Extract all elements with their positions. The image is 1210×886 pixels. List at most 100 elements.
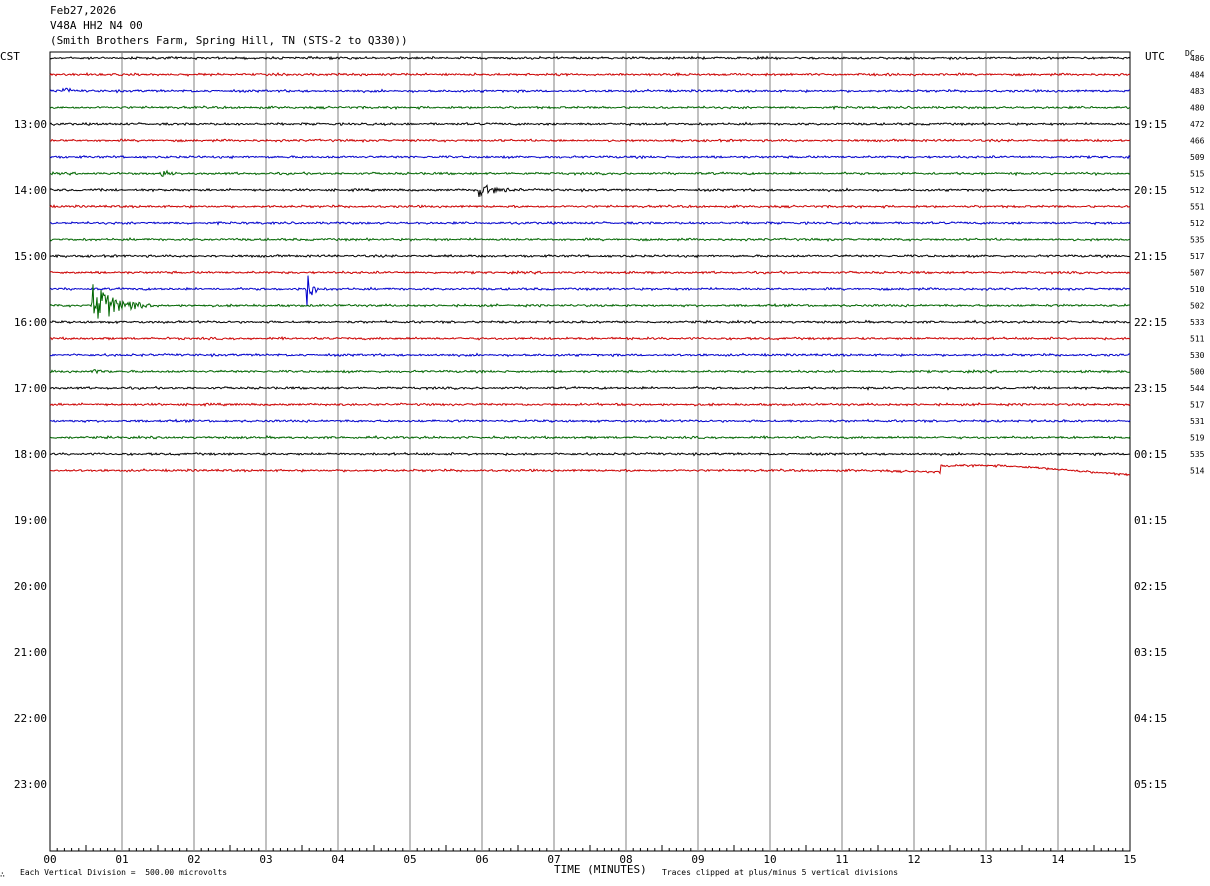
seismic-trace (49, 319, 1131, 325)
dc-offset-label: 466 (1190, 137, 1205, 146)
dc-offset-label: 535 (1190, 450, 1205, 459)
cst-hour-label: 21:00 (14, 646, 47, 659)
dc-offset-label: 507 (1190, 269, 1205, 278)
cst-hour-label: 18:00 (14, 448, 47, 461)
dc-offset-label: 512 (1190, 186, 1205, 195)
cst-hour-label: 13:00 (14, 118, 47, 131)
seismic-trace (49, 237, 1131, 242)
seismic-trace (49, 71, 1131, 77)
cst-axis-title: CST (0, 50, 20, 63)
seismic-trace (49, 55, 1131, 61)
cst-hour-label: 15:00 (14, 250, 47, 263)
cst-hour-label: 16:00 (14, 316, 47, 329)
dc-offset-label: 515 (1190, 170, 1205, 179)
seismic-trace (49, 352, 1131, 358)
x-tick-label: 07 (547, 853, 560, 866)
seismic-trace (49, 463, 1131, 477)
seismic-trace (49, 275, 1131, 307)
utc-hour-label: 02:15 (1134, 580, 1167, 593)
cst-hour-label: 22:00 (14, 712, 47, 725)
x-tick-label: 05 (403, 853, 416, 866)
x-tick-label: 13 (979, 853, 992, 866)
seismic-trace (49, 87, 1131, 94)
utc-hour-label: 22:15 (1134, 316, 1167, 329)
seismic-trace (49, 418, 1131, 424)
scale-note: Each Vertical Division = 500.00 microvol… (20, 868, 228, 877)
utc-hour-label: 23:15 (1134, 382, 1167, 395)
dc-offset-label: 551 (1190, 203, 1205, 212)
cst-hour-label: 23:00 (14, 778, 47, 791)
dc-offset-label: 517 (1190, 252, 1205, 261)
dc-offset-label: 486 (1190, 54, 1205, 63)
utc-hour-label: 19:15 (1134, 118, 1167, 131)
utc-hour-label: 03:15 (1134, 646, 1167, 659)
utc-axis-title: UTC (1145, 50, 1165, 63)
seismic-trace (49, 369, 1131, 375)
x-tick-label: 04 (331, 853, 345, 866)
utc-hour-label: 00:15 (1134, 448, 1167, 461)
x-tick-label: 14 (1051, 853, 1065, 866)
date-label: Feb27,2026 (50, 4, 117, 17)
seismic-trace (50, 336, 1131, 341)
utc-hour-label: 20:15 (1134, 184, 1167, 197)
seismic-trace (49, 451, 1131, 457)
cst-hour-label: 17:00 (14, 382, 47, 395)
location-label: (Smith Brothers Farm, Spring Hill, TN (S… (50, 34, 408, 47)
x-tick-label: 12 (907, 853, 920, 866)
utc-hour-label: 21:15 (1134, 250, 1167, 263)
dc-offset-label: 509 (1190, 153, 1205, 162)
dc-offset-label: 517 (1190, 401, 1205, 410)
x-tick-label: 03 (259, 853, 272, 866)
utc-hour-label: 01:15 (1134, 514, 1167, 527)
dc-offset-label: 530 (1190, 351, 1205, 360)
dc-offset-label: 544 (1190, 384, 1205, 393)
seismic-trace (49, 253, 1131, 259)
dc-offset-label: 500 (1190, 368, 1205, 377)
dc-offset-label: 472 (1190, 120, 1205, 129)
plot-frame (49, 51, 1131, 852)
dc-offset-label: 533 (1190, 318, 1205, 327)
corner-mark: ∴ (0, 870, 5, 879)
clip-note: Traces clipped at plus/minus 5 vertical … (662, 868, 899, 877)
seismic-trace (49, 385, 1131, 391)
x-axis-title: TIME (MINUTES) (554, 863, 647, 876)
x-tick-label: 02 (187, 853, 200, 866)
dc-offset-label: 480 (1190, 104, 1205, 113)
x-tick-label: 01 (115, 853, 128, 866)
seismic-trace (49, 169, 1131, 177)
dc-offset-label: 512 (1190, 219, 1205, 228)
seismic-trace (49, 184, 1131, 198)
dc-offset-label: 514 (1190, 467, 1205, 476)
dc-offset-label: 510 (1190, 285, 1205, 294)
cst-hour-label: 19:00 (14, 514, 47, 527)
seismic-trace (49, 204, 1131, 209)
utc-hour-label: 05:15 (1134, 778, 1167, 791)
x-tick-label: 11 (835, 853, 848, 866)
seismic-trace (49, 154, 1131, 160)
x-tick-label: 00 (43, 853, 56, 866)
seismic-trace (49, 435, 1131, 440)
seismic-trace (49, 402, 1131, 407)
dc-offset-label: 484 (1190, 71, 1205, 80)
seismic-trace (49, 270, 1131, 275)
x-tick-label: 10 (763, 853, 776, 866)
seismic-trace (49, 105, 1131, 111)
dc-offset-label: 511 (1190, 335, 1205, 344)
dc-offset-label: 535 (1190, 236, 1205, 245)
cst-hour-label: 20:00 (14, 580, 47, 593)
x-tick-label: 06 (475, 853, 488, 866)
dc-offset-label: 502 (1190, 302, 1205, 311)
station-label: V48A HH2 N4 00 (50, 19, 143, 32)
seismic-trace (49, 220, 1131, 226)
seismic-trace (49, 121, 1131, 127)
cst-hour-label: 14:00 (14, 184, 47, 197)
seismic-trace (49, 284, 1131, 319)
dc-offset-label: 519 (1190, 434, 1205, 443)
seismic-trace (49, 138, 1131, 143)
utc-hour-label: 04:15 (1134, 712, 1167, 725)
x-tick-label: 08 (619, 853, 632, 866)
dc-header: DC (1185, 49, 1195, 58)
x-tick-label: 09 (691, 853, 704, 866)
x-tick-label: 15 (1123, 853, 1136, 866)
